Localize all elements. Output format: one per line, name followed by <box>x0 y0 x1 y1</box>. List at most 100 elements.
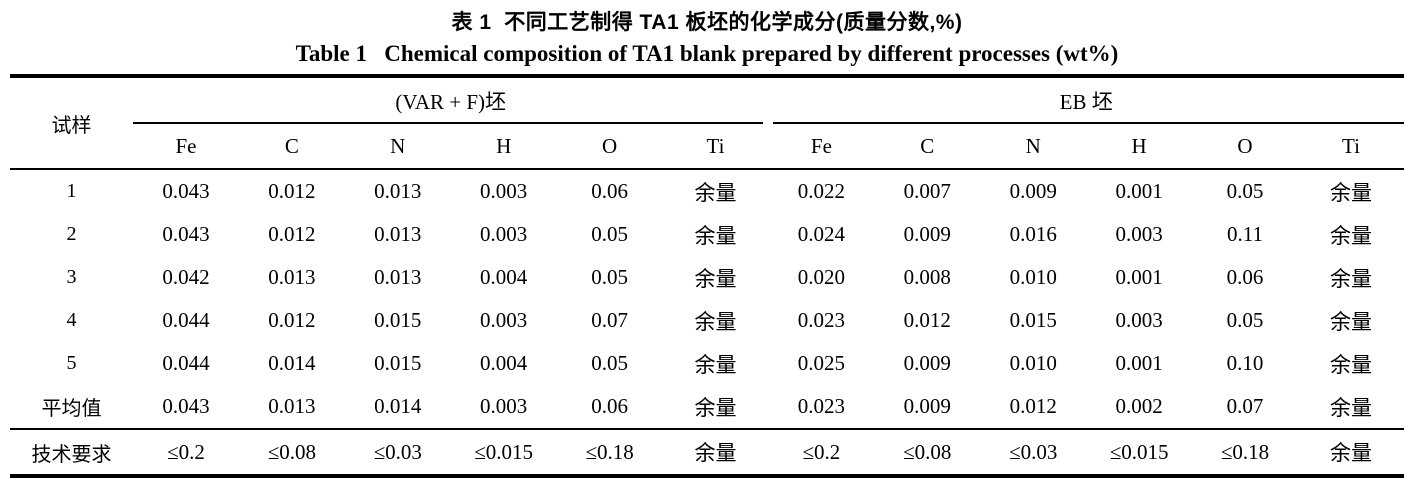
table-row-average: 平均值 0.043 0.013 0.014 0.003 0.06 余量 0.02… <box>10 385 1404 429</box>
value-cell: 0.07 <box>1226 394 1264 418</box>
value-cell: 0.003 <box>480 179 528 203</box>
value-cell: 余量 <box>694 309 737 334</box>
table-row-4: 4 0.044 0.012 0.015 0.003 0.07 余量 0.023 … <box>10 299 1404 342</box>
row-label: 2 <box>66 223 77 245</box>
row-label: 4 <box>66 309 77 331</box>
value-cell: 0.008 <box>903 265 951 289</box>
value-cell: 0.012 <box>1009 394 1057 418</box>
value-cell: ≤0.015 <box>1086 428 1193 476</box>
table-row-2: 2 0.043 0.012 0.013 0.003 0.05 余量 0.024 … <box>10 213 1404 256</box>
value-cell: 0.012 <box>903 308 951 332</box>
value-cell: 0.044 <box>162 351 210 375</box>
table-row-tech-requirement: 技术要求 ≤0.2 ≤0.08 ≤0.03 ≤0.015 ≤0.18 余量 ≤0… <box>10 428 1404 476</box>
value-cell: 余量 <box>694 395 737 420</box>
value-cell: 0.025 <box>797 351 846 375</box>
value-cell: 余量 <box>694 180 737 205</box>
value-cell: 0.05 <box>591 222 628 246</box>
value-cell: 0.10 <box>1226 351 1264 375</box>
value-cell: 0.013 <box>374 265 422 289</box>
value-cell: 0.043 <box>162 179 210 203</box>
value-cell: 余量 <box>694 266 737 291</box>
value-cell: 0.013 <box>374 179 422 203</box>
paper-page: 表 1 不同工艺制得 TA1 板坯的化学成分(质量分数,%) Table 1 C… <box>0 8 1414 493</box>
value-cell: 0.023 <box>797 394 846 418</box>
value-cell: 0.06 <box>591 394 628 418</box>
column-header-eb-h: H <box>1086 124 1193 170</box>
value-cell: 余量 <box>1329 309 1372 334</box>
table-row-1: 1 0.043 0.012 0.013 0.003 0.06 余量 0.022 … <box>10 169 1404 213</box>
value-cell: ≤0.18 <box>1192 428 1298 476</box>
value-cell: 0.009 <box>903 351 951 375</box>
value-cell: 0.010 <box>1009 265 1057 289</box>
column-header-eb-c: C <box>874 124 981 170</box>
value-cell: 余量 <box>1329 180 1372 205</box>
column-header-varf-h: H <box>450 124 557 170</box>
value-cell: 0.003 <box>1115 308 1163 332</box>
value-cell: 0.015 <box>374 351 422 375</box>
column-header-eb-n: N <box>980 124 1087 170</box>
value-cell: 0.003 <box>480 394 528 418</box>
value-cell: ≤0.03 <box>980 428 1087 476</box>
value-cell: ≤0.2 <box>133 428 239 476</box>
column-header-varf-c: C <box>238 124 345 170</box>
value-cell: 0.05 <box>1226 179 1264 203</box>
row-label: 技术要求 <box>10 428 133 476</box>
value-cell: 余量 <box>1329 395 1372 420</box>
value-cell: 0.004 <box>480 265 528 289</box>
composition-table: 试样 (VAR + F)坯 EB 坯 Fe C N H O Ti Fe C N … <box>10 74 1404 478</box>
value-cell: 0.06 <box>1226 265 1264 289</box>
value-cell: 0.001 <box>1115 351 1163 375</box>
value-cell: 0.022 <box>797 179 846 203</box>
value-cell: 0.07 <box>591 308 628 332</box>
value-cell: 余量 <box>1329 223 1372 248</box>
table-caption-english: Table 1 Chemical composition of TA1 blan… <box>295 41 1119 66</box>
value-cell: 0.015 <box>374 308 422 332</box>
value-cell: 0.023 <box>797 308 846 332</box>
value-cell: 余量 <box>1329 266 1372 291</box>
value-cell: ≤0.03 <box>344 428 451 476</box>
value-cell: 余量 <box>694 223 737 248</box>
value-cell: 0.013 <box>374 222 422 246</box>
group-header-var-f: (VAR + F)坯 <box>133 76 768 124</box>
row-label: 3 <box>66 266 77 288</box>
value-cell: 0.009 <box>903 394 951 418</box>
value-cell: 0.014 <box>268 351 316 375</box>
value-cell: 0.015 <box>1009 308 1057 332</box>
column-header-varf-o: O <box>556 124 663 170</box>
value-cell: 0.024 <box>797 222 846 246</box>
table-row-5: 5 0.044 0.014 0.015 0.004 0.05 余量 0.025 … <box>10 342 1404 385</box>
column-header-varf-fe: Fe <box>133 124 239 170</box>
group-header-row: 试样 (VAR + F)坯 EB 坯 <box>10 76 1404 170</box>
value-cell: 0.06 <box>591 179 628 203</box>
row-label: 1 <box>66 180 77 202</box>
value-cell: 0.004 <box>480 351 528 375</box>
value-cell: ≤0.08 <box>874 428 981 476</box>
column-header-eb-ti: Ti <box>1297 124 1404 170</box>
value-cell: 0.007 <box>903 179 951 203</box>
column-header-varf-ti: Ti <box>662 124 769 170</box>
row-label: 平均值 <box>41 398 102 420</box>
value-cell: 0.012 <box>268 222 316 246</box>
value-cell: 0.001 <box>1115 265 1163 289</box>
value-cell: ≤0.015 <box>450 428 557 476</box>
value-cell: 0.014 <box>374 394 422 418</box>
value-cell: 0.003 <box>480 308 528 332</box>
value-cell: ≤0.18 <box>556 428 663 476</box>
value-cell: 0.042 <box>162 265 210 289</box>
value-cell: ≤0.08 <box>238 428 345 476</box>
value-cell: 0.010 <box>1009 351 1057 375</box>
value-cell: 0.002 <box>1115 394 1163 418</box>
value-cell: 0.001 <box>1115 179 1163 203</box>
value-cell: 余量 <box>1329 352 1372 377</box>
value-cell: 0.013 <box>268 394 316 418</box>
value-cell: 余量 <box>1297 428 1404 476</box>
value-cell: 0.11 <box>1227 222 1263 246</box>
column-header-eb-fe: Fe <box>768 124 875 170</box>
value-cell: 0.043 <box>162 222 210 246</box>
value-cell: 0.012 <box>268 308 316 332</box>
value-cell: 0.020 <box>797 265 846 289</box>
value-cell: 0.043 <box>162 394 210 418</box>
value-cell: 0.009 <box>1009 179 1057 203</box>
column-header-eb-o: O <box>1192 124 1298 170</box>
table-row-3: 3 0.042 0.013 0.013 0.004 0.05 余量 0.020 … <box>10 256 1404 299</box>
